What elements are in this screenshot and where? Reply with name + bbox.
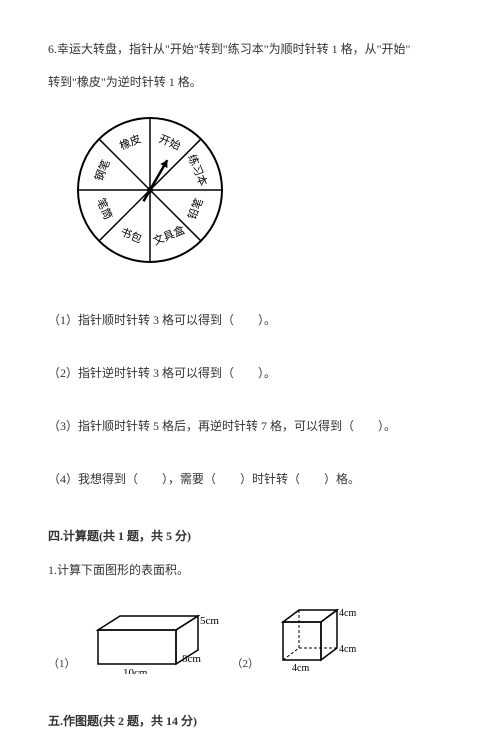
question-3: （3）指针顺时针转 5 格后，再逆时针转 7 格，可以得到（ ）。: [48, 417, 452, 436]
svg-text:钢笔: 钢笔: [91, 158, 112, 184]
fig2-label: （2）: [232, 656, 260, 674]
cuboid-svg: 10cm 8cm 5cm: [90, 594, 220, 674]
svg-text:橡皮: 橡皮: [118, 133, 143, 153]
question-2: （2）指针逆时针转 3 格可以得到（ ）。: [48, 364, 452, 383]
svg-text:文具盒: 文具盒: [151, 223, 187, 249]
svg-text:4cm: 4cm: [292, 663, 309, 674]
wheel-svg: 开始练习本铅笔文具盒书包笔筒 钢笔橡皮: [70, 110, 230, 270]
svg-text:练习本: 练习本: [185, 153, 211, 189]
svg-text:笔筒: 笔筒: [94, 196, 115, 222]
cube-svg: 4cm 4cm 4cm: [273, 594, 363, 674]
fig1-label: （1）: [48, 656, 76, 674]
section-4-prompt: 1.计算下面图形的表面积。: [48, 561, 452, 580]
question-1: （1）指针顺时针转 3 格可以得到（ ）。: [48, 311, 452, 330]
svg-text:10cm: 10cm: [123, 667, 148, 674]
section-4-title: 四.计算题(共 1 题，共 5 分): [48, 527, 452, 546]
svg-text:铅笔: 铅笔: [185, 196, 206, 222]
intro-line-1: 6.幸运大转盘，指针从"开始"转到"练习本"为顺时针转 1 格，从"开始": [48, 40, 452, 59]
svg-text:4cm: 4cm: [339, 608, 356, 619]
wheel-figure: 开始练习本铅笔文具盒书包笔筒 钢笔橡皮: [70, 110, 452, 276]
figures-row: （1） 10cm 8cm 5cm （2） 4cm 4cm 4cm: [48, 594, 452, 674]
svg-text:开始: 开始: [157, 132, 183, 153]
svg-text:8cm: 8cm: [182, 653, 201, 665]
svg-text:4cm: 4cm: [339, 644, 356, 655]
question-4: （4）我想得到（ ），需要（ ）时针转（ ）格。: [48, 470, 452, 489]
svg-text:书包: 书包: [118, 226, 143, 246]
svg-text:5cm: 5cm: [200, 615, 219, 627]
section-5-title: 五.作图题(共 2 题，共 14 分): [48, 712, 452, 731]
intro-line-2: 转到"橡皮"为逆时针转 1 格。: [48, 73, 452, 92]
